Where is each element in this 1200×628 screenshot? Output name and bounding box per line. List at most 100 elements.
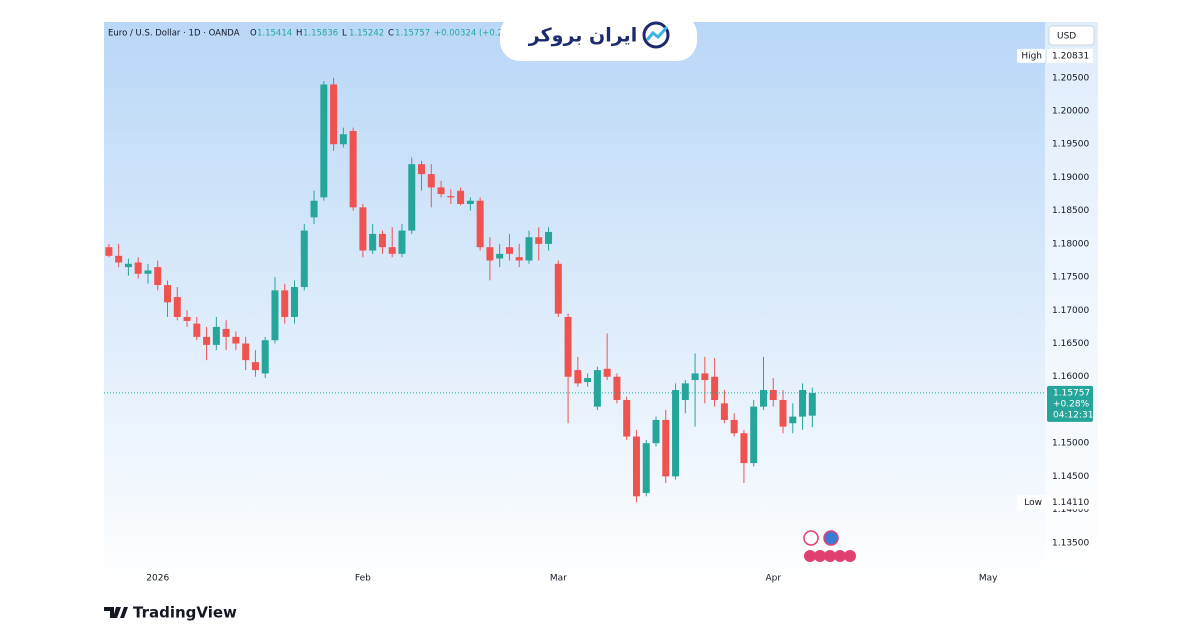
candle-body bbox=[662, 419, 670, 477]
x-tick-label: Apr bbox=[765, 574, 781, 584]
currency: USD bbox=[1057, 32, 1076, 42]
y-tick-label: 1.17000 bbox=[1052, 306, 1089, 316]
symbol-info: Euro / U.S. Dollar · 1D · OANDA bbox=[108, 29, 240, 39]
ohlc-value: 1.15414 bbox=[257, 29, 292, 39]
ohlc-label: O bbox=[250, 29, 257, 39]
candle-body bbox=[642, 443, 650, 493]
y-tick-label: 1.14000 bbox=[1052, 505, 1089, 515]
candle-body bbox=[808, 392, 816, 416]
marker-value-box bbox=[1047, 495, 1093, 510]
candle-body bbox=[466, 200, 474, 205]
ohlc-label: H bbox=[296, 29, 302, 39]
candle-body bbox=[212, 326, 220, 345]
y-tick-label: 1.18000 bbox=[1052, 239, 1089, 249]
candle-body bbox=[593, 370, 601, 407]
event-icons bbox=[803, 530, 856, 562]
y-tick-label: 1.19000 bbox=[1052, 173, 1089, 183]
candle-body bbox=[632, 436, 640, 497]
candle-body bbox=[457, 190, 465, 205]
candle-body bbox=[730, 419, 738, 434]
candle-body bbox=[398, 230, 406, 254]
candle-body bbox=[535, 237, 543, 244]
price-tag-countdown: 04:12:31 bbox=[1053, 410, 1093, 420]
candle-body bbox=[779, 399, 787, 427]
candle-body bbox=[574, 370, 582, 384]
marker-box bbox=[1017, 48, 1045, 63]
ohlc-value: 1.15242 bbox=[349, 29, 384, 39]
y-tick-label: 1.15000 bbox=[1052, 439, 1089, 449]
candle-body bbox=[652, 419, 660, 444]
candle-body bbox=[769, 390, 777, 400]
y-tick-label: 1.18500 bbox=[1052, 206, 1089, 216]
candle-body bbox=[711, 376, 719, 400]
candle-body bbox=[720, 403, 728, 420]
candle-body bbox=[349, 130, 357, 208]
candle-body bbox=[681, 383, 689, 400]
candle-body bbox=[584, 378, 592, 383]
candle-body bbox=[789, 416, 797, 424]
brand-logo: ایران بروکر bbox=[500, 14, 697, 61]
x-tick-label: May bbox=[979, 574, 998, 584]
y-tick-label: 1.14500 bbox=[1052, 472, 1089, 482]
candle-body bbox=[203, 336, 211, 345]
candle-body bbox=[251, 362, 259, 371]
currency-box bbox=[1048, 25, 1095, 46]
candle-body bbox=[232, 336, 240, 344]
y-tick-label: 1.16000 bbox=[1052, 372, 1089, 382]
price-scale bbox=[1045, 22, 1098, 588]
x-tick-label: Mar bbox=[550, 574, 567, 584]
candle-body bbox=[222, 328, 230, 337]
y-tick-label: 1.16500 bbox=[1052, 339, 1089, 349]
ohlc-value: 1.15836 bbox=[303, 29, 338, 39]
candle-body bbox=[545, 231, 553, 244]
candle-body bbox=[515, 257, 523, 261]
y-tick-label: 1.13500 bbox=[1052, 538, 1089, 548]
plot-background bbox=[104, 22, 1098, 588]
y-tick-label: 1.17500 bbox=[1052, 273, 1089, 283]
candle-body bbox=[496, 253, 504, 259]
candle-body bbox=[691, 373, 699, 381]
candle-body bbox=[300, 230, 308, 288]
candle-body bbox=[154, 267, 162, 286]
x-tick-label: 2026 bbox=[146, 574, 169, 584]
ohlc-change: +0.00324 (+0.283 bbox=[434, 29, 514, 39]
candle-body bbox=[115, 255, 123, 263]
candle-body bbox=[613, 376, 621, 400]
candle-body bbox=[291, 287, 299, 317]
candle-body bbox=[476, 200, 484, 248]
candle-body bbox=[388, 247, 396, 254]
candle-body bbox=[271, 290, 279, 341]
candle-body bbox=[378, 233, 386, 248]
x-tick-label: Feb bbox=[355, 574, 371, 584]
candle-body bbox=[242, 343, 250, 361]
candle-body bbox=[173, 297, 181, 317]
candle-body bbox=[418, 164, 426, 175]
y-tick-label: 1.20500 bbox=[1052, 73, 1089, 83]
marker-value: 1.20831 bbox=[1052, 51, 1089, 61]
marker-label: High bbox=[1021, 51, 1042, 61]
candle-body bbox=[193, 323, 201, 337]
candle-body bbox=[330, 84, 338, 145]
candle-body bbox=[672, 390, 680, 477]
ohlc-value: 1.15757 bbox=[395, 29, 430, 39]
price-tag-change: +0.28% bbox=[1053, 399, 1090, 409]
brand-name: ایران بروکر bbox=[528, 25, 637, 47]
candle-body bbox=[144, 270, 152, 274]
candle-body bbox=[134, 262, 142, 274]
candle-body bbox=[339, 134, 347, 145]
candle-body bbox=[183, 316, 191, 321]
ohlc-label: C bbox=[388, 29, 394, 39]
candle-body bbox=[740, 433, 748, 464]
y-tick-label: 1.20000 bbox=[1052, 107, 1089, 117]
candle-body bbox=[701, 373, 709, 381]
candle-body bbox=[310, 200, 318, 218]
price-tag-value: 1.15757 bbox=[1053, 388, 1090, 398]
candle-body bbox=[437, 187, 445, 195]
candle-body bbox=[427, 174, 435, 188]
candle-body bbox=[799, 390, 807, 417]
candle-body bbox=[124, 263, 132, 268]
candle-body bbox=[750, 406, 758, 464]
candle-body bbox=[486, 247, 494, 261]
candle-body bbox=[408, 164, 416, 231]
